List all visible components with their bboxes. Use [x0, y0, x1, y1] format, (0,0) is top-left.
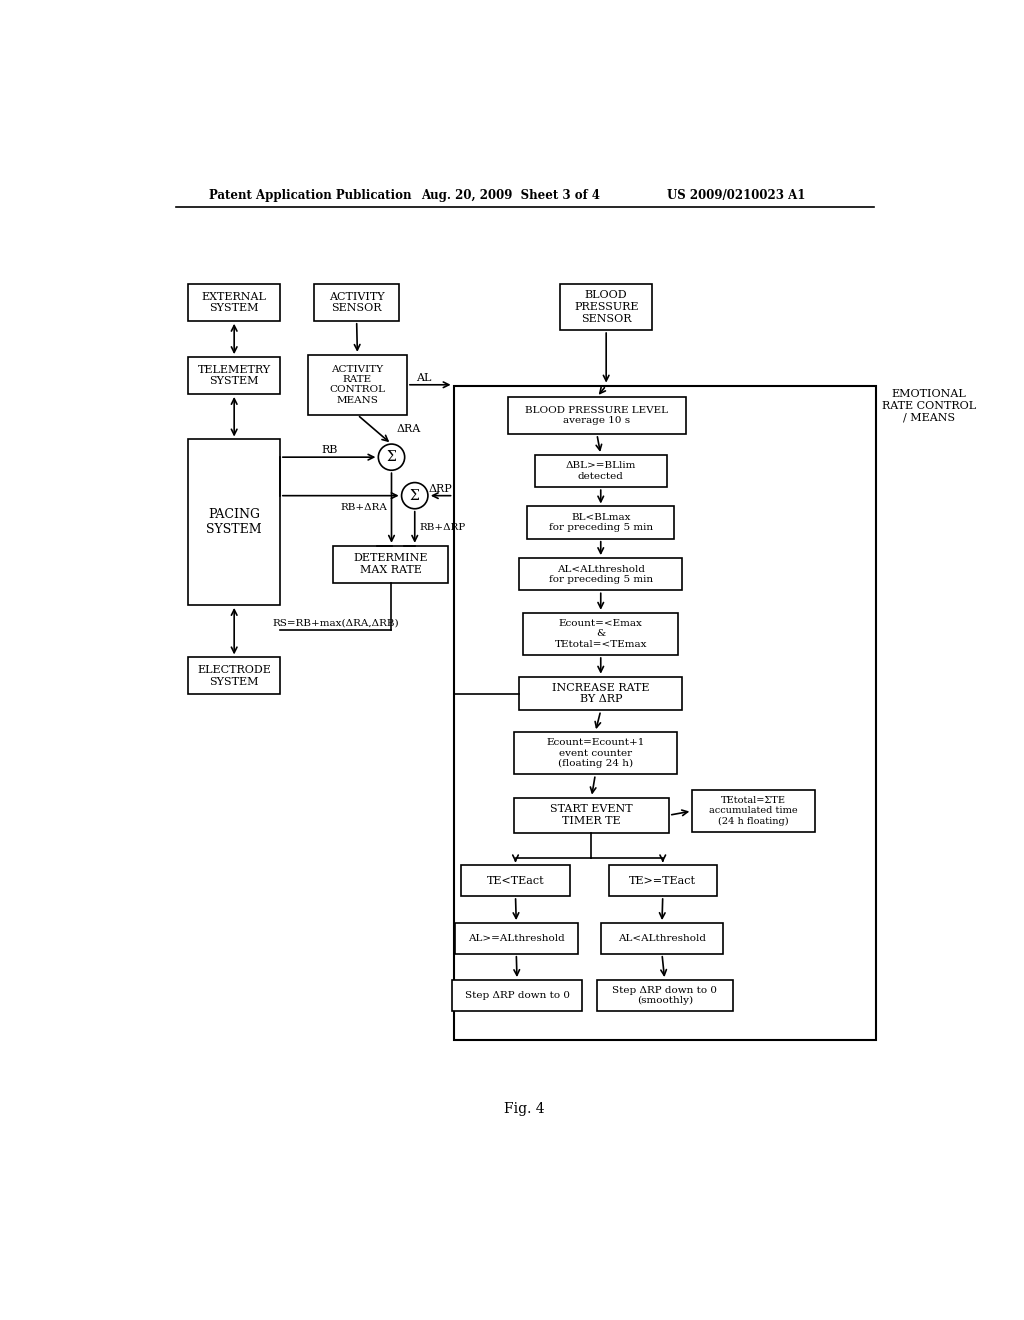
Text: Ecount=Ecount+1
event counter
(floating 24 h): Ecount=Ecount+1 event counter (floating …: [546, 738, 644, 768]
Text: TELEMETRY
SYSTEM: TELEMETRY SYSTEM: [198, 364, 270, 387]
Bar: [188, 440, 280, 605]
Bar: [560, 284, 652, 330]
Text: Step ΔRP down to 0
(smoothly): Step ΔRP down to 0 (smoothly): [612, 986, 717, 1005]
Text: TEtotal=ΣTE
accumulated time
(24 h floating): TEtotal=ΣTE accumulated time (24 h float…: [709, 796, 798, 826]
Text: RB+ΔRP: RB+ΔRP: [420, 523, 466, 532]
Text: ACTIVITY
RATE
CONTROL
MEANS: ACTIVITY RATE CONTROL MEANS: [330, 364, 385, 405]
Text: ΔBL>=BLlim
detected: ΔBL>=BLlim detected: [565, 461, 636, 480]
Text: AL: AL: [417, 372, 432, 383]
Text: BL<BLmax
for preceding 5 min: BL<BLmax for preceding 5 min: [549, 513, 653, 532]
Text: US 2009/0210023 A1: US 2009/0210023 A1: [667, 189, 805, 202]
Bar: [692, 789, 815, 832]
Bar: [314, 284, 399, 321]
Bar: [535, 455, 667, 487]
Text: Step ΔRP down to 0: Step ΔRP down to 0: [465, 991, 569, 999]
Bar: [461, 866, 569, 896]
Bar: [308, 355, 407, 414]
Text: DETERMINE
MAX RATE: DETERMINE MAX RATE: [353, 553, 428, 576]
Text: BLOOD
PRESSURE
SENSOR: BLOOD PRESSURE SENSOR: [573, 290, 638, 323]
Bar: [452, 979, 583, 1011]
Text: AL>=ALthreshold: AL>=ALthreshold: [468, 935, 564, 942]
Bar: [188, 657, 280, 694]
Text: ΔRP: ΔRP: [429, 483, 453, 494]
Text: RS=RB+max(ΔRA,ΔRB): RS=RB+max(ΔRA,ΔRB): [272, 618, 398, 627]
Text: AL<ALthreshold
for preceding 5 min: AL<ALthreshold for preceding 5 min: [549, 565, 653, 583]
Text: Σ: Σ: [410, 488, 420, 503]
Bar: [527, 507, 675, 539]
Text: EMOTIONAL
RATE CONTROL
/ MEANS: EMOTIONAL RATE CONTROL / MEANS: [882, 389, 976, 422]
Bar: [523, 612, 678, 655]
Bar: [519, 677, 682, 710]
Text: AL<ALthreshold: AL<ALthreshold: [617, 935, 706, 942]
Text: INCREASE RATE
BY ΔRP: INCREASE RATE BY ΔRP: [552, 682, 649, 705]
Bar: [608, 866, 717, 896]
Bar: [519, 558, 682, 590]
Text: RB+ΔRA: RB+ΔRA: [341, 503, 388, 512]
Text: Aug. 20, 2009  Sheet 3 of 4: Aug. 20, 2009 Sheet 3 of 4: [421, 189, 600, 202]
Text: EXTERNAL
SYSTEM: EXTERNAL SYSTEM: [202, 292, 266, 313]
Text: Fig. 4: Fig. 4: [505, 1102, 545, 1117]
Text: START EVENT
TIMER TE: START EVENT TIMER TE: [550, 804, 633, 826]
Bar: [601, 923, 723, 954]
Text: RB: RB: [321, 445, 337, 455]
Text: ΔRA: ΔRA: [396, 425, 421, 434]
Bar: [514, 733, 677, 775]
Text: PACING
SYSTEM: PACING SYSTEM: [207, 508, 262, 536]
Text: Ecount=<Emax
&
TEtotal=<TEmax: Ecount=<Emax & TEtotal=<TEmax: [555, 619, 647, 648]
Text: TE<TEact: TE<TEact: [486, 875, 545, 886]
Bar: [454, 385, 876, 1040]
Text: Patent Application Publication: Patent Application Publication: [209, 189, 412, 202]
Bar: [455, 923, 578, 954]
Text: Σ: Σ: [387, 450, 396, 465]
Bar: [597, 979, 732, 1011]
Bar: [508, 397, 686, 434]
Bar: [514, 797, 669, 833]
Bar: [334, 545, 449, 582]
Text: ACTIVITY
SENSOR: ACTIVITY SENSOR: [329, 292, 384, 313]
Bar: [188, 358, 280, 395]
Text: ELECTRODE
SYSTEM: ELECTRODE SYSTEM: [198, 665, 271, 686]
Bar: [188, 284, 280, 321]
Text: TE>=TEact: TE>=TEact: [630, 875, 696, 886]
Text: BLOOD PRESSURE LEVEL
average 10 s: BLOOD PRESSURE LEVEL average 10 s: [525, 405, 669, 425]
